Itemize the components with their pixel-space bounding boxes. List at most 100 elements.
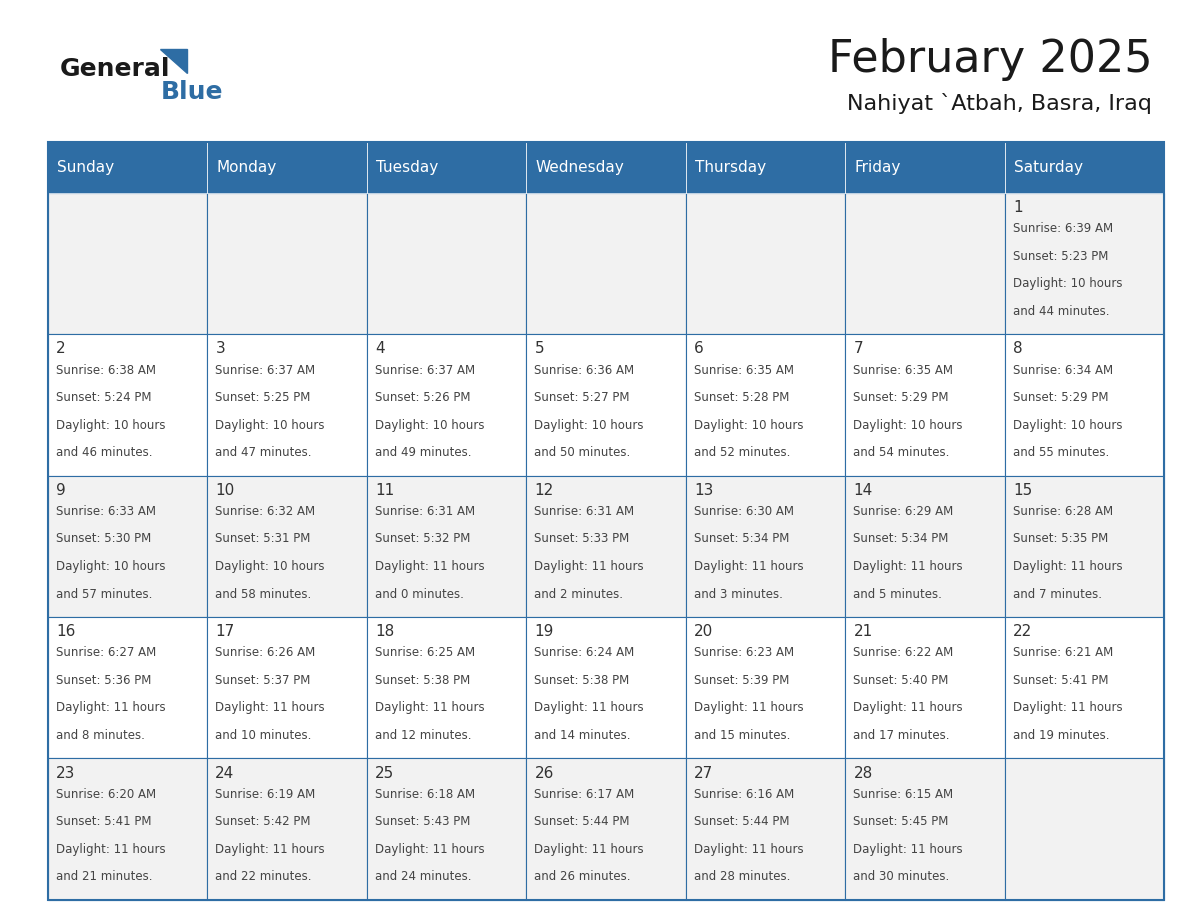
Text: and 15 minutes.: and 15 minutes. xyxy=(694,729,790,742)
Text: and 58 minutes.: and 58 minutes. xyxy=(215,588,311,600)
Text: and 47 minutes.: and 47 minutes. xyxy=(215,446,312,459)
Text: Sunset: 5:34 PM: Sunset: 5:34 PM xyxy=(694,532,789,545)
Text: 27: 27 xyxy=(694,766,713,780)
Bar xyxy=(845,193,1005,334)
Text: Daylight: 11 hours: Daylight: 11 hours xyxy=(56,843,165,856)
Text: Sunrise: 6:38 AM: Sunrise: 6:38 AM xyxy=(56,364,156,376)
Bar xyxy=(1005,758,1164,900)
Bar xyxy=(1005,142,1164,193)
Text: Daylight: 10 hours: Daylight: 10 hours xyxy=(375,419,485,431)
Text: 16: 16 xyxy=(56,624,75,639)
Bar xyxy=(526,193,685,334)
Text: Sunrise: 6:26 AM: Sunrise: 6:26 AM xyxy=(215,646,316,659)
Text: Sunset: 5:27 PM: Sunset: 5:27 PM xyxy=(535,391,630,404)
Text: and 54 minutes.: and 54 minutes. xyxy=(853,446,950,459)
Bar xyxy=(685,476,845,617)
Bar xyxy=(685,334,845,476)
Text: Daylight: 11 hours: Daylight: 11 hours xyxy=(215,843,326,856)
Text: Sunrise: 6:37 AM: Sunrise: 6:37 AM xyxy=(215,364,316,376)
Text: Sunrise: 6:17 AM: Sunrise: 6:17 AM xyxy=(535,788,634,800)
Bar xyxy=(845,334,1005,476)
Bar xyxy=(526,476,685,617)
Text: Daylight: 10 hours: Daylight: 10 hours xyxy=(694,419,803,431)
Text: Sunset: 5:28 PM: Sunset: 5:28 PM xyxy=(694,391,789,404)
Text: 13: 13 xyxy=(694,483,713,498)
Text: Sunrise: 6:18 AM: Sunrise: 6:18 AM xyxy=(375,788,475,800)
Text: Daylight: 11 hours: Daylight: 11 hours xyxy=(853,843,963,856)
Text: and 55 minutes.: and 55 minutes. xyxy=(1013,446,1110,459)
Text: Daylight: 10 hours: Daylight: 10 hours xyxy=(215,560,324,573)
Text: Daylight: 11 hours: Daylight: 11 hours xyxy=(535,843,644,856)
Text: Sunset: 5:26 PM: Sunset: 5:26 PM xyxy=(375,391,470,404)
Text: and 46 minutes.: and 46 minutes. xyxy=(56,446,152,459)
Text: Sunrise: 6:27 AM: Sunrise: 6:27 AM xyxy=(56,646,156,659)
Bar xyxy=(367,617,526,758)
Text: Sunset: 5:44 PM: Sunset: 5:44 PM xyxy=(694,815,790,828)
Bar xyxy=(48,617,207,758)
Bar xyxy=(1005,617,1164,758)
Bar xyxy=(1005,193,1164,334)
Text: 23: 23 xyxy=(56,766,75,780)
Text: Daylight: 11 hours: Daylight: 11 hours xyxy=(694,701,803,714)
Bar xyxy=(1005,476,1164,617)
Text: Nahiyat `Atbah, Basra, Iraq: Nahiyat `Atbah, Basra, Iraq xyxy=(847,94,1152,114)
Text: 3: 3 xyxy=(215,341,225,356)
Text: Sunset: 5:36 PM: Sunset: 5:36 PM xyxy=(56,674,151,687)
Text: Sunset: 5:43 PM: Sunset: 5:43 PM xyxy=(375,815,470,828)
Text: 12: 12 xyxy=(535,483,554,498)
Text: Sunset: 5:42 PM: Sunset: 5:42 PM xyxy=(215,815,311,828)
Text: General: General xyxy=(59,57,170,81)
Bar xyxy=(1005,334,1164,476)
Text: Daylight: 11 hours: Daylight: 11 hours xyxy=(375,701,485,714)
Text: and 57 minutes.: and 57 minutes. xyxy=(56,588,152,600)
Text: Sunset: 5:39 PM: Sunset: 5:39 PM xyxy=(694,674,789,687)
Text: 15: 15 xyxy=(1013,483,1032,498)
Text: Sunrise: 6:23 AM: Sunrise: 6:23 AM xyxy=(694,646,794,659)
Bar xyxy=(685,193,845,334)
Text: Daylight: 11 hours: Daylight: 11 hours xyxy=(694,843,803,856)
Text: Daylight: 10 hours: Daylight: 10 hours xyxy=(1013,419,1123,431)
Text: Sunrise: 6:32 AM: Sunrise: 6:32 AM xyxy=(215,505,316,518)
Bar xyxy=(48,758,207,900)
Bar xyxy=(207,142,367,193)
Text: Sunrise: 6:21 AM: Sunrise: 6:21 AM xyxy=(1013,646,1113,659)
Text: Wednesday: Wednesday xyxy=(536,160,625,175)
Text: and 52 minutes.: and 52 minutes. xyxy=(694,446,790,459)
Text: Daylight: 11 hours: Daylight: 11 hours xyxy=(535,560,644,573)
Text: Sunset: 5:41 PM: Sunset: 5:41 PM xyxy=(56,815,151,828)
Text: Daylight: 10 hours: Daylight: 10 hours xyxy=(1013,277,1123,290)
Text: Sunset: 5:32 PM: Sunset: 5:32 PM xyxy=(375,532,470,545)
Bar xyxy=(526,142,685,193)
Bar xyxy=(845,476,1005,617)
Text: Sunrise: 6:15 AM: Sunrise: 6:15 AM xyxy=(853,788,954,800)
Text: and 5 minutes.: and 5 minutes. xyxy=(853,588,942,600)
Bar xyxy=(48,142,207,193)
Text: Sunrise: 6:24 AM: Sunrise: 6:24 AM xyxy=(535,646,634,659)
Text: Sunset: 5:24 PM: Sunset: 5:24 PM xyxy=(56,391,151,404)
Text: 25: 25 xyxy=(375,766,394,780)
Text: and 0 minutes.: and 0 minutes. xyxy=(375,588,463,600)
Text: Sunrise: 6:22 AM: Sunrise: 6:22 AM xyxy=(853,646,954,659)
Text: 5: 5 xyxy=(535,341,544,356)
Text: and 10 minutes.: and 10 minutes. xyxy=(215,729,311,742)
Text: Sunset: 5:41 PM: Sunset: 5:41 PM xyxy=(1013,674,1108,687)
Text: Sunset: 5:30 PM: Sunset: 5:30 PM xyxy=(56,532,151,545)
Text: 8: 8 xyxy=(1013,341,1023,356)
Text: Sunrise: 6:30 AM: Sunrise: 6:30 AM xyxy=(694,505,794,518)
Text: and 50 minutes.: and 50 minutes. xyxy=(535,446,631,459)
Text: and 22 minutes.: and 22 minutes. xyxy=(215,870,312,883)
Text: 4: 4 xyxy=(375,341,385,356)
Text: 10: 10 xyxy=(215,483,234,498)
Bar xyxy=(367,334,526,476)
Text: Daylight: 11 hours: Daylight: 11 hours xyxy=(1013,701,1123,714)
Text: 14: 14 xyxy=(853,483,873,498)
Text: Sunrise: 6:34 AM: Sunrise: 6:34 AM xyxy=(1013,364,1113,376)
Text: Sunset: 5:37 PM: Sunset: 5:37 PM xyxy=(215,674,311,687)
Text: Sunrise: 6:16 AM: Sunrise: 6:16 AM xyxy=(694,788,795,800)
Text: Sunset: 5:29 PM: Sunset: 5:29 PM xyxy=(853,391,949,404)
Text: 26: 26 xyxy=(535,766,554,780)
Text: Sunset: 5:25 PM: Sunset: 5:25 PM xyxy=(215,391,311,404)
Text: and 8 minutes.: and 8 minutes. xyxy=(56,729,145,742)
Text: Sunset: 5:35 PM: Sunset: 5:35 PM xyxy=(1013,532,1108,545)
Text: Daylight: 11 hours: Daylight: 11 hours xyxy=(853,701,963,714)
